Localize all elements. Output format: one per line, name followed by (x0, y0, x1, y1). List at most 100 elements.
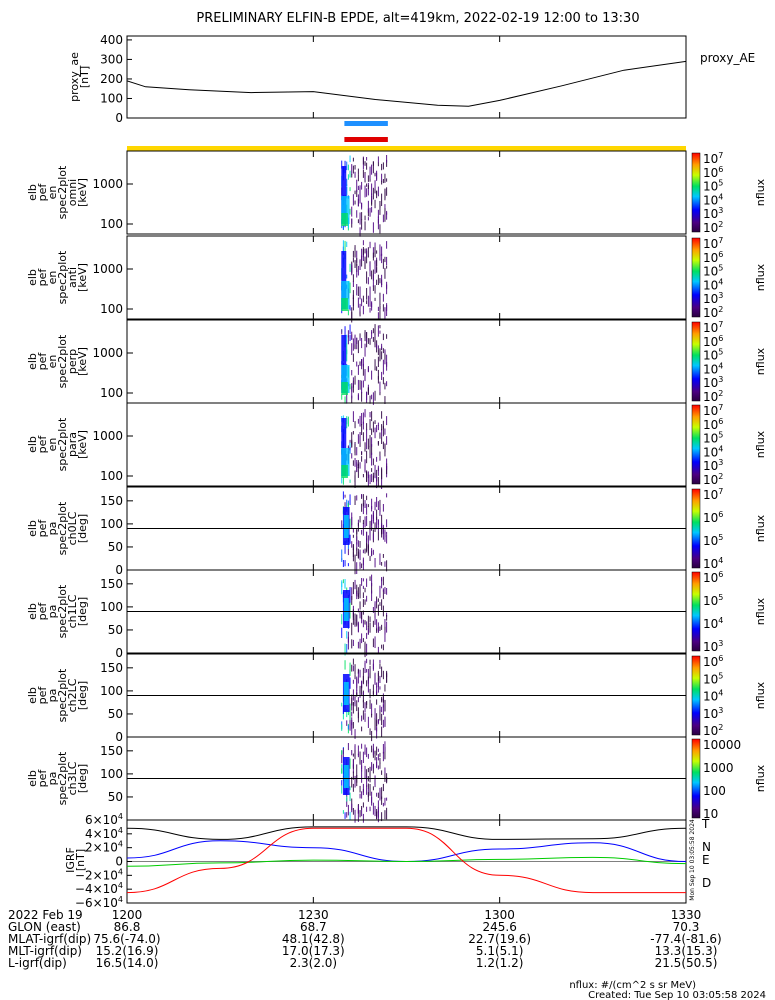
spectrogram-cell (341, 614, 343, 625)
spectrogram-cell (371, 330, 373, 334)
spectrogram-cell (381, 173, 383, 182)
spectrogram-cell (377, 682, 379, 693)
igrf-ytick-label: 2×104 (85, 840, 123, 855)
spectrogram-cell (362, 699, 364, 709)
spectrogram-cell (374, 750, 376, 761)
spectrogram-cell (349, 208, 351, 215)
spectrogram-cell (351, 720, 353, 729)
spectrogram-cell (361, 578, 363, 586)
spectrogram-cell (376, 757, 378, 768)
spectrogram-cell (362, 557, 364, 570)
spectrogram-cell (366, 332, 368, 339)
spectrogram-cell (367, 792, 369, 802)
spectrogram-cell (361, 529, 363, 535)
spectrogram-flux-blob (341, 281, 350, 309)
spectrogram-cell (354, 775, 356, 788)
spectrogram-cell (372, 663, 374, 671)
spectrogram-cell (382, 554, 384, 558)
spectrogram-cell (341, 160, 343, 169)
spectrogram-cell (372, 765, 374, 769)
spectrogram-cell (341, 520, 343, 529)
spectrogram-cell (381, 283, 383, 288)
spectrogram-cell (371, 548, 373, 557)
spectrogram-cell (356, 495, 358, 501)
spectrogram-cell (351, 432, 353, 445)
spectrogram-cell (362, 676, 364, 685)
spectrogram-cell (386, 354, 388, 367)
spectrogram-cell (379, 585, 381, 598)
spectrogram-cell (351, 334, 353, 340)
spectrogram-ytick-label: 0 (115, 563, 123, 577)
time-axis-row-label: MLAT-igrf(dip) (8, 932, 91, 946)
spectrogram-cell (357, 194, 359, 207)
spectrogram-cell (379, 602, 381, 606)
spectrogram-cell (377, 792, 379, 798)
spectrogram-cell (374, 253, 376, 258)
spectrogram-cell (382, 802, 384, 807)
spectrogram-cell (381, 562, 383, 566)
spectrogram-cell (369, 526, 371, 533)
spectrogram-cell (349, 677, 351, 689)
spectrogram-cell (359, 212, 361, 225)
spectrogram-cell (371, 370, 373, 380)
ylabel-line: perp (66, 349, 79, 374)
spectrogram-cell (379, 709, 381, 721)
spectrogram-flux-blob (341, 298, 348, 311)
colorbar-tick-label: 104 (703, 361, 723, 376)
spectrogram-cell (371, 428, 373, 435)
spectrogram-cell (384, 700, 386, 712)
spectrogram-cell (372, 638, 374, 648)
spectrogram-cell (379, 499, 381, 512)
spectrogram-cell (349, 598, 351, 603)
spectrogram-cell (359, 415, 361, 427)
spectrogram-cell (341, 750, 343, 764)
spectrogram-cell (377, 325, 379, 337)
time-axis-row-label: MLT-igrf(dip) (8, 944, 82, 958)
spectrogram-cell (362, 619, 364, 628)
spectrogram-cell (384, 307, 386, 319)
spectrogram-cell (356, 692, 358, 697)
spectrogram-cell (382, 420, 384, 429)
spectrogram-cell (359, 669, 361, 678)
spectrogram-flux-blob (341, 365, 350, 393)
spectrogram-cell (381, 599, 383, 610)
spectrogram-cell (382, 704, 384, 715)
ylabel-line: pef (36, 183, 49, 202)
spectrogram-cell (352, 250, 354, 258)
spectrogram-cell (386, 797, 388, 801)
spectrogram-cell (371, 206, 373, 213)
spectrogram-ytick-label: 0 (115, 730, 123, 744)
spectrogram-cell (369, 241, 371, 249)
spectrogram-cell (376, 343, 378, 349)
colorbar (691, 571, 701, 652)
spectrogram-cell (376, 366, 378, 371)
spectrogram-cell (381, 246, 383, 256)
spectrogram-cell (366, 429, 368, 440)
spectrogram-cell (361, 338, 363, 349)
spectrogram-cell (362, 249, 364, 261)
spectrogram-cell (359, 337, 361, 341)
spectrogram-cell (386, 178, 388, 182)
time-axis-mlt-value: 13.3(15.3) (655, 944, 718, 958)
spectrogram-cell (382, 699, 384, 708)
spectrogram-cell (361, 424, 363, 435)
spectrogram-cell (384, 204, 386, 211)
spectrogram-cell (354, 675, 356, 680)
spectrogram-ytick-label: 150 (100, 744, 123, 758)
colorbar-tick-label: 102 (703, 305, 723, 320)
colorbar-tick-label: 103 (703, 291, 723, 306)
colorbar (691, 738, 701, 819)
spectrogram-cell (379, 244, 381, 257)
igrf-ytick-label: −4×104 (75, 881, 123, 896)
spectrogram-cell (361, 611, 363, 620)
spectrogram-cell (376, 682, 378, 688)
spectrogram-cell (364, 221, 366, 231)
spectrogram-cell (367, 474, 369, 487)
spectrogram-cell (361, 765, 363, 770)
colorbar-tick-label: 105 (703, 533, 723, 548)
spectrogram-cell (386, 560, 388, 572)
spectrogram-cell (381, 713, 383, 726)
spectrogram-cell (357, 393, 359, 400)
